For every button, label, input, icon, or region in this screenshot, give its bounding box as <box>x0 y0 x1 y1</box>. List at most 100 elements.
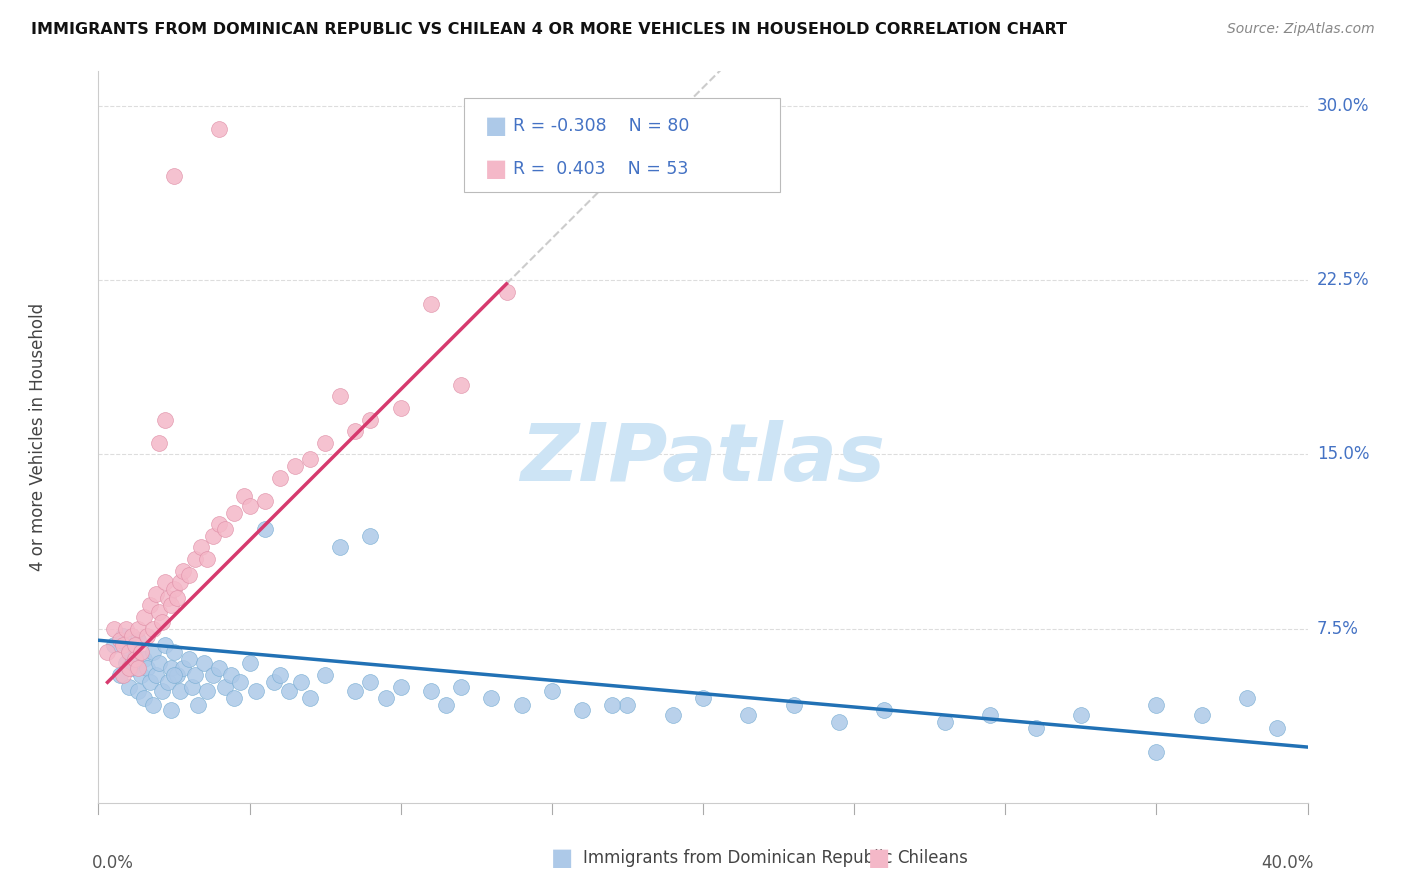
Point <box>132 610 155 624</box>
Text: 0.0%: 0.0% <box>93 854 134 871</box>
Point <box>142 645 165 659</box>
Point <box>195 552 218 566</box>
Point <box>118 645 141 659</box>
Point <box>121 661 143 675</box>
Point <box>124 652 146 666</box>
Point <box>145 668 167 682</box>
Point <box>148 657 170 671</box>
Point <box>344 424 367 438</box>
Point <box>661 707 683 722</box>
Point <box>979 707 1001 722</box>
Point <box>153 412 176 426</box>
Point <box>124 649 146 664</box>
Point <box>1191 707 1213 722</box>
Point <box>314 668 336 682</box>
Point <box>495 285 517 299</box>
Point <box>184 668 207 682</box>
Point <box>1024 722 1046 736</box>
Text: ■: ■ <box>868 847 890 870</box>
Text: ■: ■ <box>485 114 508 138</box>
Point <box>142 698 165 713</box>
Point <box>142 622 165 636</box>
Point <box>263 675 285 690</box>
Point <box>571 703 593 717</box>
Text: R =  0.403    N = 53: R = 0.403 N = 53 <box>513 160 689 178</box>
Point <box>150 684 173 698</box>
Point <box>145 587 167 601</box>
Point <box>1144 698 1167 713</box>
Point <box>172 661 194 675</box>
Point <box>253 494 276 508</box>
Point <box>135 661 157 675</box>
Point <box>314 436 336 450</box>
Point <box>179 652 201 666</box>
Point <box>239 657 262 671</box>
Point <box>160 599 183 613</box>
Text: 22.5%: 22.5% <box>1316 271 1369 289</box>
Point <box>329 541 352 555</box>
Point <box>360 529 382 543</box>
Point <box>245 684 267 698</box>
Point <box>127 622 149 636</box>
Point <box>737 707 759 722</box>
Point <box>150 615 173 629</box>
Point <box>127 684 149 698</box>
Point <box>153 575 176 590</box>
Point <box>277 684 299 698</box>
Point <box>103 638 125 652</box>
Text: R = -0.308    N = 80: R = -0.308 N = 80 <box>513 118 689 136</box>
Text: Source: ZipAtlas.com: Source: ZipAtlas.com <box>1227 22 1375 37</box>
Text: ZIPatlas: ZIPatlas <box>520 420 886 498</box>
Text: ■: ■ <box>551 847 574 870</box>
Point <box>389 401 412 415</box>
Point <box>139 675 162 690</box>
Point <box>692 691 714 706</box>
Point <box>193 657 215 671</box>
Point <box>208 517 231 532</box>
Point <box>181 680 204 694</box>
Point <box>114 622 136 636</box>
Point <box>184 552 207 566</box>
Point <box>828 714 851 729</box>
Point <box>450 680 472 694</box>
Point <box>129 668 152 682</box>
Point <box>166 668 188 682</box>
Point <box>253 522 276 536</box>
Point <box>139 599 162 613</box>
Point <box>873 703 896 717</box>
Point <box>229 675 252 690</box>
Point <box>153 638 176 652</box>
Point <box>179 568 201 582</box>
Text: Immigrants from Dominican Republic: Immigrants from Dominican Republic <box>583 849 893 867</box>
Point <box>344 684 367 698</box>
Point <box>96 645 118 659</box>
Point <box>360 675 382 690</box>
Point <box>160 703 183 717</box>
Point <box>214 522 236 536</box>
Point <box>202 529 225 543</box>
Text: ■: ■ <box>485 157 508 181</box>
Point <box>163 645 186 659</box>
Point <box>132 691 155 706</box>
Text: IMMIGRANTS FROM DOMINICAN REPUBLIC VS CHILEAN 4 OR MORE VEHICLES IN HOUSEHOLD CO: IMMIGRANTS FROM DOMINICAN REPUBLIC VS CH… <box>31 22 1067 37</box>
Point <box>420 684 443 698</box>
Point <box>360 412 382 426</box>
Point <box>111 629 134 643</box>
Point <box>299 691 322 706</box>
Point <box>124 638 146 652</box>
Text: 30.0%: 30.0% <box>1316 97 1369 115</box>
Point <box>299 452 322 467</box>
Text: 7.5%: 7.5% <box>1316 620 1358 638</box>
Point <box>163 169 186 183</box>
Point <box>118 661 141 675</box>
Point <box>105 652 128 666</box>
Point <box>221 668 243 682</box>
Point <box>783 698 806 713</box>
Point <box>239 499 262 513</box>
Point <box>434 698 457 713</box>
Point <box>1144 745 1167 759</box>
Point <box>127 633 149 648</box>
Point <box>510 698 533 713</box>
Point <box>111 668 134 682</box>
Text: 15.0%: 15.0% <box>1316 445 1369 464</box>
